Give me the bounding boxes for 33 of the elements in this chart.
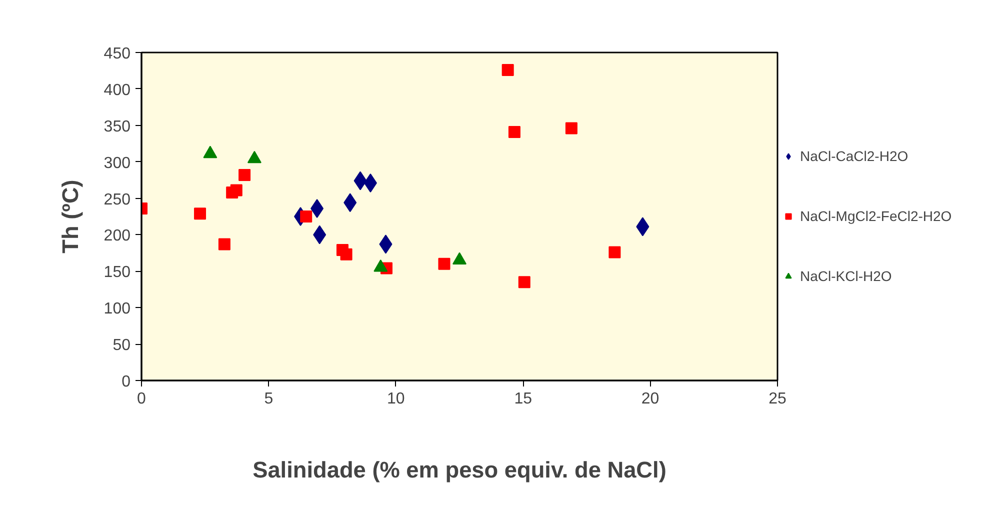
- legend-label: NaCl-CaCl2-H2O: [800, 148, 908, 164]
- point: [508, 126, 520, 138]
- point: [300, 210, 312, 222]
- x-tick-label: 15: [514, 390, 532, 408]
- y-tick-label: 150: [104, 264, 131, 282]
- x-tick-label: 5: [264, 390, 274, 408]
- x-axis-title: Salinidade (% em peso equiv. de NaCl): [252, 456, 666, 482]
- point: [238, 168, 251, 181]
- y-tick-label: 200: [104, 228, 131, 245]
- y-tick-label: 0: [122, 374, 131, 390]
- y-tick-label: 400: [104, 82, 131, 99]
- x-tick-label: 25: [768, 390, 786, 408]
- x-tick-label: 0: [137, 390, 146, 408]
- x-tick-label: 10: [387, 390, 405, 408]
- x-tick-label: 20: [641, 390, 660, 408]
- point: [608, 246, 621, 258]
- y-tick-label: 300: [104, 154, 131, 172]
- y-tick-label: 350: [104, 118, 131, 136]
- point: [230, 184, 242, 196]
- point: [340, 248, 352, 260]
- point: [565, 122, 578, 134]
- legend-label: NaCl-MgCl2-FeCl2-H2O: [800, 208, 952, 224]
- y-tick-label: 450: [104, 46, 131, 62]
- legend-label: NaCl-KCl-H2O: [800, 268, 892, 284]
- point: [502, 64, 514, 76]
- point: [218, 238, 230, 250]
- point: [438, 258, 450, 270]
- y-tick-label: 100: [104, 300, 131, 318]
- y-tick-label: 50: [112, 337, 131, 354]
- point: [518, 276, 530, 288]
- y-tick-label: 250: [104, 191, 131, 208]
- point: [194, 208, 206, 220]
- y-axis-title: Th (ºC): [56, 180, 83, 254]
